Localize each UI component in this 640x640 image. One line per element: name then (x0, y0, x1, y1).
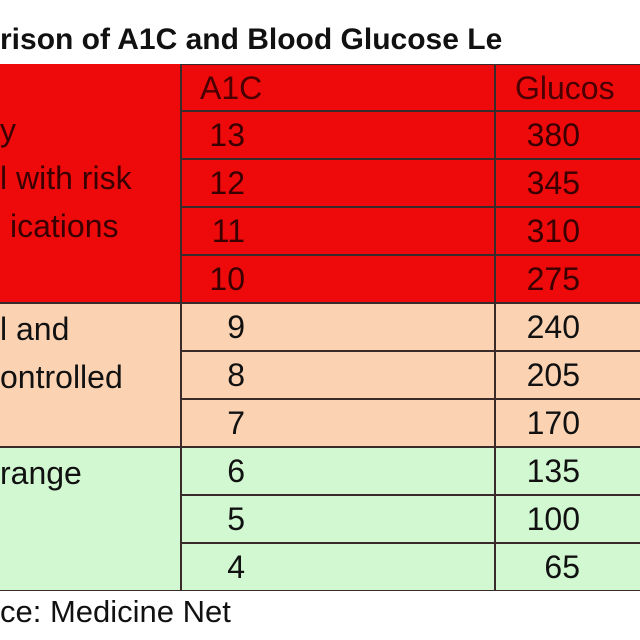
table-cell (495, 303, 640, 351)
table-cell (181, 255, 495, 303)
a1c-value: 4 (227, 549, 245, 585)
title: rison of A1C and Blood Glucose Le (0, 23, 503, 56)
table-cell (181, 303, 495, 351)
table-cell (495, 111, 640, 159)
a1c-value: 11 (211, 213, 245, 249)
table-cell (495, 399, 640, 447)
group-label: ications (10, 208, 119, 244)
glucose-value: 310 (526, 213, 580, 249)
table-cell (495, 207, 640, 255)
header-label: Glucos (515, 70, 615, 106)
table-cell (181, 159, 495, 207)
table-cell (181, 495, 495, 543)
glucose-value: 380 (526, 117, 580, 153)
a1c-value: 7 (227, 405, 245, 441)
table-cell (181, 543, 495, 591)
table-cell (181, 351, 495, 399)
glucose-value: 65 (544, 549, 580, 585)
header-label: A1C (200, 70, 263, 106)
footer: ce: Medicine Net (0, 594, 231, 629)
table-cell (495, 495, 640, 543)
glucose-value: 100 (526, 501, 580, 537)
group-label: y (0, 112, 16, 148)
table-cell (495, 159, 640, 207)
group-label: l with risk (0, 160, 132, 196)
a1c-value: 8 (227, 357, 245, 393)
a1c-value: 6 (227, 453, 245, 489)
group-label: range (0, 455, 82, 491)
table-cell (495, 255, 640, 303)
a1c-value: 13 (209, 117, 245, 153)
a1c-value: 9 (227, 309, 245, 345)
group-label: l and (0, 311, 70, 347)
table-cell (181, 111, 495, 159)
table-cell (495, 543, 640, 591)
table-cell (495, 351, 640, 399)
a1c-value: 5 (227, 501, 245, 537)
header-cell (495, 64, 640, 111)
a1c-value: 12 (209, 165, 245, 201)
header-cell (181, 64, 495, 111)
table-cell (495, 447, 640, 495)
table-cell (181, 207, 495, 255)
table-cell (181, 399, 495, 447)
table-cell (181, 447, 495, 495)
glucose-value: 275 (526, 261, 580, 297)
group-cell (0, 303, 181, 447)
group-cell (0, 64, 181, 303)
group-cell (0, 447, 181, 591)
group-label: ontrolled (0, 359, 123, 395)
glucose-value: 345 (526, 165, 580, 201)
glucose-value: 135 (526, 453, 580, 489)
glucose-value: 170 (526, 405, 580, 441)
glucose-value: 240 (526, 309, 580, 345)
glucose-value: 205 (526, 357, 580, 393)
a1c-value: 10 (209, 261, 245, 297)
